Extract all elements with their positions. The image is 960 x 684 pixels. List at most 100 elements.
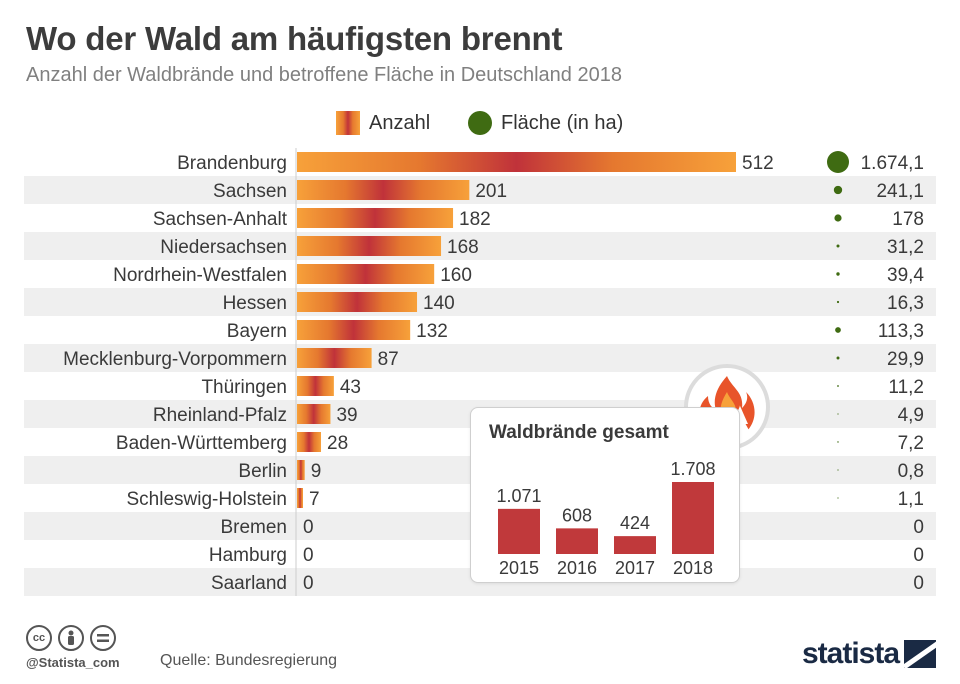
category-label: Bayern (227, 321, 287, 342)
row-band (24, 288, 936, 316)
inset-year-label: 2018 (673, 558, 713, 578)
value-label-anzahl: 87 (378, 349, 399, 370)
inset-year-label: 2017 (615, 558, 655, 578)
value-label-flaeche: 0 (913, 545, 924, 566)
nd-icon[interactable] (90, 625, 116, 651)
value-label-flaeche: 241,1 (876, 181, 924, 202)
area-dot (834, 214, 842, 222)
area-dot (837, 469, 839, 471)
row-band (24, 232, 936, 260)
value-label-anzahl: 160 (440, 265, 472, 286)
value-label-flaeche: 113,3 (878, 321, 924, 342)
inset-bar (614, 536, 656, 554)
value-label-flaeche: 31,2 (887, 237, 924, 258)
value-label-flaeche: 0 (913, 517, 924, 538)
area-dot (837, 413, 839, 415)
by-icon[interactable] (58, 625, 84, 651)
category-label: Sachsen (213, 181, 287, 202)
inset-value-label: 1.708 (670, 459, 715, 479)
bar-anzahl (297, 460, 305, 480)
category-label: Thüringen (201, 377, 287, 398)
category-label: Schleswig-Holstein (126, 489, 287, 510)
inset-value-label: 608 (562, 505, 592, 525)
value-label-flaeche: 39,4 (887, 265, 924, 286)
value-label-anzahl: 0 (303, 573, 314, 594)
cc-icon[interactable]: cc (26, 625, 52, 651)
value-label-anzahl: 28 (327, 433, 348, 454)
category-label: Bremen (220, 517, 287, 538)
area-dot (827, 151, 849, 173)
row-band (24, 344, 936, 372)
area-dot (836, 244, 840, 248)
legend-item-anzahl: Anzahl (336, 110, 430, 136)
value-label-anzahl: 0 (303, 545, 314, 566)
category-label: Niedersachsen (160, 237, 287, 258)
value-label-anzahl: 7 (309, 489, 320, 510)
page-title: Wo der Wald am häufigsten brennt (26, 20, 563, 57)
category-label: Sachsen-Anhalt (153, 209, 288, 230)
value-label-flaeche: 16,3 (887, 293, 924, 314)
source-note: Quelle: Bundesregierung (160, 652, 338, 669)
value-label-flaeche: 29,9 (887, 349, 924, 370)
value-label-flaeche: 7,2 (898, 433, 924, 454)
brand-mark-icon (904, 640, 937, 668)
bar-anzahl (297, 404, 331, 424)
category-label: Rheinland-Pfalz (153, 405, 287, 426)
value-label-flaeche: 1,1 (898, 489, 924, 510)
value-label-anzahl: 168 (447, 237, 479, 258)
bar-anzahl (297, 180, 470, 200)
legend-label-flaeche: Fläche (in ha) (501, 111, 624, 134)
value-label-flaeche: 4,9 (898, 405, 924, 426)
bar-anzahl (297, 432, 322, 452)
inset-bar (556, 528, 598, 554)
bar-anzahl (297, 348, 372, 368)
inset-year-label: 2016 (557, 558, 597, 578)
bar-anzahl (297, 488, 304, 508)
legend-item-flaeche: Fläche (in ha) (468, 110, 623, 136)
bar-anzahl (297, 320, 411, 340)
bar-anzahl (297, 152, 736, 172)
row-band (24, 176, 936, 204)
value-label-anzahl: 512 (742, 153, 774, 174)
value-label-anzahl: 9 (311, 461, 322, 482)
value-label-anzahl: 132 (416, 321, 448, 342)
category-label: Hamburg (209, 545, 287, 566)
value-label-anzahl: 39 (336, 405, 357, 426)
category-label: Saarland (211, 573, 287, 594)
area-dot (835, 327, 841, 333)
bar-anzahl (297, 264, 435, 284)
value-label-flaeche: 0 (913, 573, 924, 594)
legend-swatch-bar (336, 111, 360, 135)
inset-year-label: 2015 (499, 558, 539, 578)
area-dot (836, 356, 840, 360)
page-subtitle: Anzahl der Waldbrände und betroffene Flä… (26, 64, 622, 86)
category-label: Berlin (238, 461, 287, 482)
social-handle[interactable]: @Statista_com (26, 655, 120, 670)
value-label-flaeche: 1.674,1 (861, 153, 924, 174)
category-label: Nordrhein-Westfalen (113, 265, 287, 286)
inset-value-label: 424 (620, 513, 650, 533)
inset-title: Waldbrände gesamt (489, 422, 669, 443)
statista-logo[interactable]: statista (802, 637, 937, 671)
legend-swatch-dot (468, 111, 492, 135)
value-label-flaeche: 178 (892, 209, 924, 230)
value-label-anzahl: 201 (475, 181, 507, 202)
area-dot (836, 272, 840, 276)
inset-panel: Waldbrände gesamt 1.071 2015 608 2016 424 201… (470, 407, 740, 583)
bar-anzahl (297, 292, 418, 312)
category-label: Mecklenburg-Vorpommern (63, 349, 287, 370)
category-label: Brandenburg (177, 153, 287, 174)
value-label-flaeche: 0,8 (898, 461, 924, 482)
bar-anzahl (297, 208, 454, 228)
bar-anzahl (297, 376, 334, 396)
value-label-anzahl: 182 (459, 209, 491, 230)
area-dot (836, 300, 840, 304)
category-label: Hessen (223, 293, 287, 314)
area-dot (837, 497, 839, 499)
value-label-flaeche: 11,2 (888, 377, 924, 398)
inset-bar (498, 508, 540, 554)
category-label: Baden-Württemberg (116, 433, 287, 454)
area-dot (833, 185, 843, 195)
legend-label-anzahl: Anzahl (369, 111, 431, 134)
